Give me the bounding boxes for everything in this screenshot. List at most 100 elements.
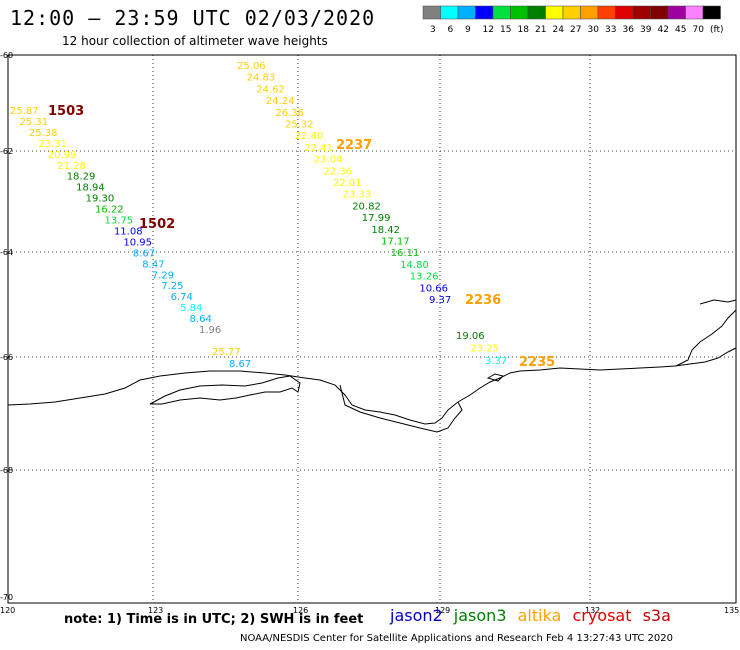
coastline	[7, 347, 737, 425]
swh-value: 20.99	[48, 150, 77, 161]
lat-tick-label: -66	[0, 353, 13, 362]
swh-value: 26.36	[275, 108, 304, 119]
swh-value: 25.87	[10, 106, 39, 117]
legend-label: 30	[588, 25, 600, 35]
lat-tick-label: -70	[0, 593, 13, 602]
lon-tick-label: 126	[293, 606, 308, 615]
swh-value: 11.08	[114, 226, 143, 237]
swh-value: 8.64	[190, 314, 212, 325]
swh-value: 23.31	[38, 139, 67, 150]
axis-labels: 120 123 126 129 132 135 -60 -62 -64 -66 -68 -70	[0, 51, 739, 615]
legend-label: 45	[675, 25, 686, 35]
lon-tick-label: 132	[585, 606, 600, 615]
swh-value: 25.31	[19, 117, 48, 128]
legend-label: 27	[570, 25, 581, 35]
footer-note: note: 1) Time is in UTC; 2) SWH is in fe…	[64, 612, 364, 627]
swh-value: 13.75	[105, 216, 134, 227]
satellite-cryosat: cryosat	[572, 606, 632, 625]
swh-value: 25.77	[212, 347, 241, 358]
altimeter-track-3: 19.06 23.253.37	[456, 331, 507, 367]
swh-value: 19.06	[456, 331, 485, 342]
legend-label: 9	[465, 25, 471, 35]
lat-tick-label: -62	[0, 147, 13, 156]
swh-value: 8.47	[142, 259, 164, 270]
pass-label-1503: 1503	[48, 104, 84, 119]
lon-tick-label: 123	[148, 606, 163, 615]
swh-value: 19.30	[86, 194, 115, 205]
swh-value: 7.29	[152, 270, 174, 281]
swh-value: 24.83	[247, 73, 276, 84]
coastline-bay	[339, 384, 463, 433]
swh-value: 24.62	[256, 84, 285, 95]
swh-value: 13.26	[410, 272, 439, 283]
swh-value: 1.96	[199, 325, 221, 336]
swh-value: 23.25	[471, 344, 500, 355]
swh-value: 22.40	[295, 131, 324, 142]
swh-value: 16.22	[95, 205, 124, 216]
legend-label: 39	[640, 25, 652, 35]
footer-credit: NOAA/NESDIS Center for Satellite Applica…	[240, 633, 673, 644]
lat-tick-label: -60	[0, 51, 13, 60]
lat-tick-label: -64	[0, 248, 13, 257]
swh-value: 17.17	[381, 237, 410, 248]
swh-value: 16.11	[391, 248, 420, 259]
coastline-east	[675, 299, 737, 367]
legend-label: 18	[518, 25, 530, 35]
legend-label: 6	[448, 25, 454, 35]
legend-label: 15	[500, 25, 511, 35]
lon-tick-label: 135	[724, 606, 739, 615]
legend-label: 3	[430, 25, 436, 35]
swh-value: 18.42	[371, 225, 400, 236]
legend-swatch	[702, 5, 721, 20]
swh-value: 10.66	[419, 283, 448, 294]
legend-label: 36	[623, 25, 635, 35]
swh-value: 22.01	[333, 178, 362, 189]
satellite-altika: altika	[517, 606, 562, 625]
swh-value: 6.74	[171, 292, 193, 303]
legend-label: 24	[553, 25, 565, 35]
legend-label: (ft)	[710, 25, 724, 35]
swh-value: 22.41	[304, 143, 333, 154]
legend-label: 21	[535, 25, 546, 35]
pass-label-2235: 2235	[519, 355, 555, 370]
lat-tick-label: -68	[0, 466, 13, 475]
lon-tick-label: 129	[435, 606, 450, 615]
swh-value: 25.38	[29, 128, 58, 139]
swh-value: 7.25	[161, 281, 183, 292]
swh-value: 10.95	[123, 237, 152, 248]
swh-value: 23.33	[343, 190, 372, 201]
swh-value: 9.37	[429, 295, 451, 306]
swh-value: 21.28	[57, 161, 86, 172]
legend-label: 12	[483, 25, 494, 35]
swh-value: 3.37	[485, 356, 507, 367]
coastline-inner	[149, 375, 301, 405]
legend-label: 42	[658, 25, 669, 35]
swh-value: 8.67	[133, 248, 155, 259]
swh-value: 18.94	[76, 183, 105, 194]
color-legend: 3 6 9 12 15 18 21 24 27 30 33 36 39 42 45 70 (ft)	[422, 5, 724, 35]
swh-value: 20.82	[352, 201, 381, 212]
map-frame	[7, 54, 737, 604]
legend-label: 70	[693, 25, 705, 35]
swh-value: 25.32	[285, 120, 314, 131]
swh-value: 25.06	[237, 61, 266, 72]
satellite-jason2: jason2	[390, 606, 443, 625]
lon-tick-label: 120	[0, 606, 15, 615]
swh-value: 18.29	[67, 172, 96, 183]
swh-value: 22.36	[323, 166, 352, 177]
swh-value: 23.04	[314, 155, 343, 166]
altimeter-track-2: 25.0624.8324.6224.2426.3625.3222.4022.41…	[237, 61, 451, 306]
pass-label-2237: 2237	[336, 138, 372, 153]
swh-value: 24.24	[266, 96, 295, 107]
altimeter-track-1: 25.8725.3125.3823.3120.9921.2818.2918.94…	[10, 106, 251, 370]
pass-label-2236: 2236	[465, 293, 501, 308]
swh-value: 14.80	[400, 260, 429, 271]
swh-value: 5.84	[180, 303, 202, 314]
satellite-jason3: jason3	[453, 606, 507, 625]
map-gridlines	[8, 55, 736, 603]
pass-label-1502: 1502	[139, 217, 175, 232]
swh-value: 8.67	[229, 359, 251, 370]
swh-value: 17.99	[362, 213, 391, 224]
satellite-legend: jason2 jason3 altika cryosat s3a	[390, 606, 677, 625]
